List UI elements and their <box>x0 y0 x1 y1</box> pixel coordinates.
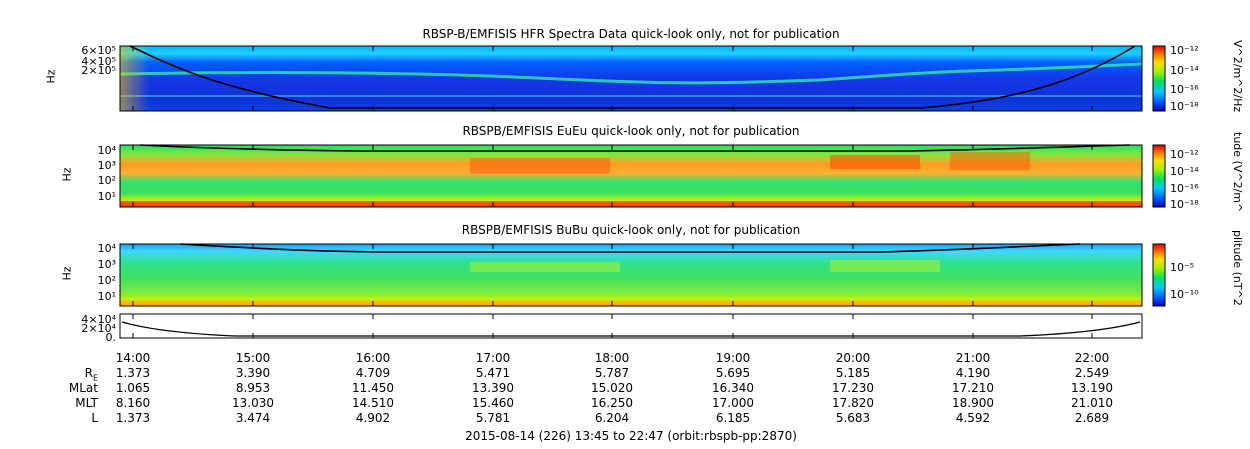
colorbars <box>1152 45 1166 307</box>
time-label: 22:00 <box>1074 351 1110 365</box>
ephem-label-mlat: MLat <box>68 381 98 395</box>
eueu-cbar-tick: 10⁻¹² <box>1170 148 1199 161</box>
footer-caption: 2015-08-14 (226) 13:45 to 22:47 (orbit:r… <box>465 429 797 443</box>
bubu-ytick: 10³ <box>97 258 116 271</box>
hfr-upper-hybrid-line <box>129 45 1136 109</box>
ephemeris-value: 4.190 <box>955 366 991 380</box>
bubu-ytick: 10¹ <box>97 290 116 303</box>
ephemeris-value: 16.340 <box>712 381 754 395</box>
hfr-cbar-tick: 10⁻¹⁴ <box>1170 64 1199 77</box>
ephem-label-mlt: MLT <box>75 396 98 410</box>
time-label: 21:00 <box>955 351 991 365</box>
ephemeris-value: 17.820 <box>832 396 874 410</box>
line-panel <box>119 313 1143 339</box>
ephemeris-value: 4.592 <box>955 411 991 425</box>
eueu-ytick: 10⁴ <box>97 144 116 157</box>
time-label: 16:00 <box>355 351 391 365</box>
eueu-spectrogram <box>120 145 1142 207</box>
hfr-cbar-tick: 10⁻¹⁶ <box>1170 83 1199 96</box>
eueu-cyclotron-line <box>139 144 1131 152</box>
hfr-cbar-tick: 10⁻¹² <box>1170 44 1199 57</box>
ephemeris-value: 1.373 <box>115 411 151 425</box>
ephemeris-value: 13.030 <box>232 396 274 410</box>
bubu-ytick: 10² <box>97 274 116 287</box>
ephemeris-value: 6.204 <box>594 411 630 425</box>
hfr-emission-band <box>119 62 1143 85</box>
time-label: 17:00 <box>475 351 511 365</box>
ephemeris-value: 14.510 <box>352 396 394 410</box>
bubu-cbar-title: plitude (nT^2 <box>1231 230 1244 306</box>
ephemeris-value: 3.474 <box>235 411 271 425</box>
ephemeris-value: 13.390 <box>472 381 514 395</box>
ephemeris-value: 5.683 <box>835 411 871 425</box>
hfr-ytick: 4×10⁵ <box>81 55 116 68</box>
eueu-ytick: 10¹ <box>97 190 116 203</box>
line-ytick: 0. <box>105 331 117 344</box>
ephemeris-value: 8.160 <box>115 396 151 410</box>
hfr-ytick: 6×10⁵ <box>81 44 116 57</box>
ephemeris-value: 6.185 <box>715 411 751 425</box>
ephemeris-value: 1.065 <box>115 381 151 395</box>
ephemeris-value: 5.471 <box>475 366 511 380</box>
ephemeris-value: 8.953 <box>235 381 271 395</box>
bubu-cbar-tick: 10⁻⁵ <box>1170 261 1195 274</box>
ephemeris-value: 2.549 <box>1074 366 1110 380</box>
ephemeris-value: 18.900 <box>952 396 994 410</box>
time-label: 20:00 <box>835 351 871 365</box>
hfr-ytick: 2×10⁵ <box>81 64 116 77</box>
ephemeris-value: 17.210 <box>952 381 994 395</box>
ephemeris-value: 1.373 <box>115 366 151 380</box>
bubu-spectrogram <box>120 244 1142 306</box>
ephemeris-value: 5.781 <box>475 411 511 425</box>
ephem-label-re: RE <box>84 366 98 383</box>
hfr-cbar-tick: 10⁻¹⁸ <box>1170 100 1199 113</box>
ephemeris-value: 5.185 <box>835 366 871 380</box>
time-label: 18:00 <box>594 351 630 365</box>
eueu-panel <box>119 144 1143 208</box>
hfr-title: RBSP-B/EMFISIS HFR Spectra Data quick-lo… <box>422 27 840 41</box>
hfr-cbar-title: V^2/m^2/Hz <box>1231 40 1244 113</box>
bubu-title: RBSPB/EMFISIS BuBu quick-look only, not … <box>461 223 801 237</box>
eueu-cbar-tick: 10⁻¹⁴ <box>1170 165 1199 178</box>
ephemeris-value: 13.190 <box>1071 381 1113 395</box>
bubu-cbar-tick: 10⁻¹⁰ <box>1170 288 1199 301</box>
bubu-colorbar <box>1152 243 1166 307</box>
eueu-cbar-title: tude (V^2/m^ <box>1231 132 1244 213</box>
ephemeris-value: 16.250 <box>591 396 633 410</box>
hfr-colorbar <box>1152 45 1166 112</box>
ephemeris-value: 21.010 <box>1071 396 1113 410</box>
time-ticks <box>132 46 1093 338</box>
ephemeris-value: 5.787 <box>594 366 630 380</box>
ephemeris-value: 17.000 <box>712 396 754 410</box>
eueu-cbar-tick: 10⁻¹⁶ <box>1170 182 1199 195</box>
ephemeris-value: 5.695 <box>715 366 751 380</box>
line-ytick: 4×10⁴ <box>81 313 116 326</box>
hfr-panel <box>119 45 1143 112</box>
time-label: 14:00 <box>115 351 151 365</box>
ephemeris-value: 4.902 <box>355 411 391 425</box>
line-panel-trace <box>121 321 1141 337</box>
bubu-panel <box>119 243 1143 307</box>
time-label: 19:00 <box>715 351 751 365</box>
bubu-cyclotron-line <box>179 243 1081 253</box>
eueu-ytick: 10³ <box>97 159 116 172</box>
ephemeris-value: 2.689 <box>1074 411 1110 425</box>
ephemeris-value: 3.390 <box>235 366 271 380</box>
bubu-ytick: 10⁴ <box>97 242 116 255</box>
ephemeris-value: 15.460 <box>472 396 514 410</box>
ephemeris-value: 11.450 <box>352 381 394 395</box>
hfr-spectrogram <box>120 46 1142 111</box>
ephemeris-value: 4.709 <box>355 366 391 380</box>
eueu-colorbar <box>1152 144 1166 208</box>
eueu-title: RBSPB/EMFISIS EuEu quick-look only, not … <box>462 124 800 138</box>
ephemeris-value: 15.020 <box>591 381 633 395</box>
ephemeris-value: 17.230 <box>832 381 874 395</box>
time-label: 15:00 <box>235 351 271 365</box>
ephem-label-l: L <box>91 411 98 425</box>
eueu-cbar-tick: 10⁻¹⁸ <box>1170 198 1199 211</box>
eueu-ytick: 10² <box>97 174 116 187</box>
line-ytick: 2×10⁴ <box>81 322 116 335</box>
